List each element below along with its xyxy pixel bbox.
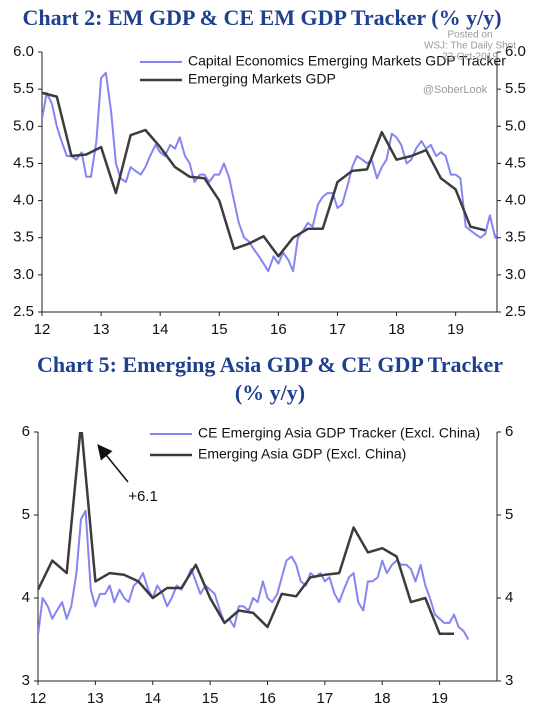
y-tick-label: 3.0 — [13, 266, 34, 283]
x-tick-label: 12 — [30, 690, 47, 707]
plot-area — [38, 432, 470, 640]
annotation-arrow — [97, 444, 129, 483]
chart-title: Chart 2: EM GDP & CE EM GDP Tracker (% y… — [22, 5, 501, 30]
y-tick-label: 2.5 — [13, 303, 34, 320]
y-tick-label-right: 2.5 — [505, 303, 526, 320]
y-tick-label: 6.0 — [13, 43, 34, 60]
chart-title: Chart 5: Emerging Asia GDP & CE GDP Trac… — [37, 352, 503, 377]
x-tick-label: 15 — [202, 690, 219, 707]
legend-label: Emerging Markets GDP — [188, 71, 336, 87]
y-tick-label-right: 5.5 — [505, 80, 526, 97]
y-tick-label: 4.5 — [13, 154, 34, 171]
y-tick-label-right: 5 — [505, 506, 513, 523]
y-tick-label-right: 3 — [505, 672, 513, 689]
y-tick-label: 3.5 — [13, 229, 34, 246]
x-tick-label: 18 — [388, 321, 405, 338]
x-tick-label: 18 — [374, 690, 391, 707]
y-tick-label-right: 6.0 — [505, 43, 526, 60]
y-tick-label: 5.5 — [13, 80, 34, 97]
x-tick-label: 15 — [211, 321, 228, 338]
y-tick-label: 3 — [22, 672, 30, 689]
x-tick-label: 12 — [34, 321, 51, 338]
y-tick-label-right: 3.5 — [505, 229, 526, 246]
x-tick-label: 19 — [447, 321, 464, 338]
x-tick-label: 16 — [259, 690, 276, 707]
plot-area — [42, 71, 497, 273]
y-tick-label-right: 6 — [505, 423, 513, 440]
watermark-handle: @SoberLook — [423, 84, 488, 96]
x-tick-label: 16 — [270, 321, 287, 338]
legend-label: Emerging Asia GDP (Excl. China) — [198, 446, 406, 462]
x-tick-label: 19 — [431, 690, 448, 707]
legend-label: Capital Economics Emerging Markets GDP T… — [188, 53, 506, 69]
y-tick-label: 6 — [22, 423, 30, 440]
y-tick-label-right: 4 — [505, 589, 513, 606]
watermark: WSJ: The Daily Shot — [424, 41, 516, 52]
chart-title: (% y/y) — [235, 380, 305, 405]
x-tick-label: 13 — [87, 690, 104, 707]
watermark: Posted on — [447, 30, 492, 41]
x-tick-label: 14 — [152, 321, 169, 338]
x-tick-label: 17 — [329, 321, 346, 338]
y-tick-label: 4 — [22, 589, 30, 606]
x-tick-label: 13 — [93, 321, 110, 338]
x-tick-label: 17 — [317, 690, 334, 707]
annotation: +6.1 — [128, 488, 158, 505]
y-tick-label-right: 4.5 — [505, 154, 526, 171]
watermark: 23-Oct-2019 — [442, 52, 498, 63]
series-line — [42, 71, 497, 273]
x-tick-label: 14 — [144, 690, 161, 707]
legend-label: CE Emerging Asia GDP Tracker (Excl. Chin… — [198, 425, 480, 441]
series-line — [42, 91, 486, 258]
y-tick-label: 5.0 — [13, 117, 34, 134]
y-tick-label-right: 5.0 — [505, 117, 526, 134]
y-tick-label-right: 3.0 — [505, 266, 526, 283]
y-tick-label: 4.0 — [13, 192, 34, 209]
y-tick-label: 5 — [22, 506, 30, 523]
series-line — [38, 432, 454, 635]
y-tick-label-right: 4.0 — [505, 192, 526, 209]
